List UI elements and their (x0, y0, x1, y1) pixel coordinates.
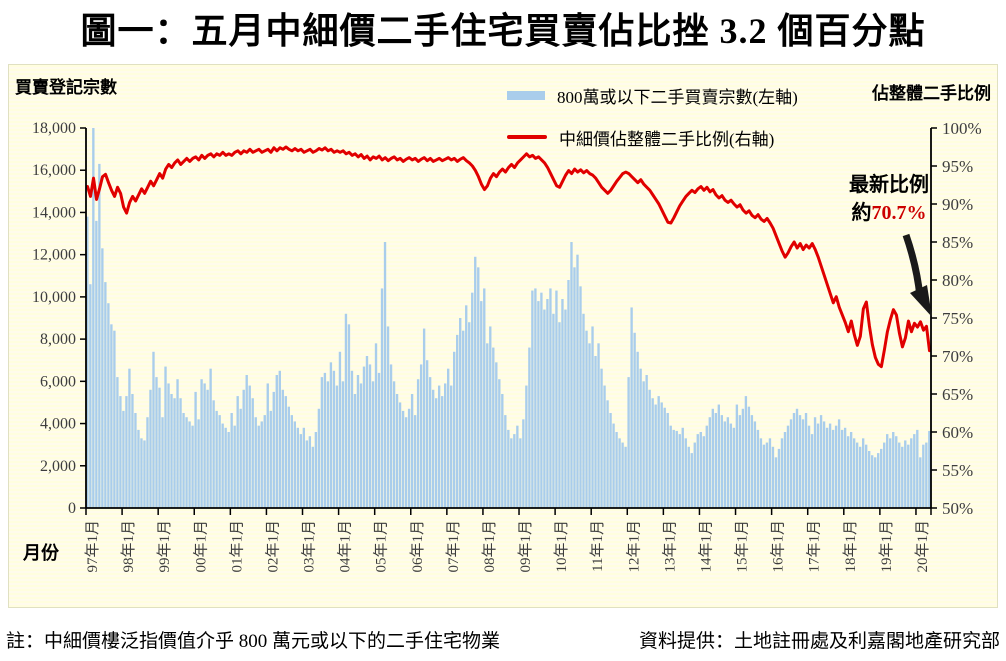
bar-series-swatch-icon (507, 90, 545, 100)
svg-text:100%: 100% (942, 119, 982, 138)
svg-text:18年1月: 18年1月 (842, 520, 859, 573)
svg-text:07年1月: 07年1月 (445, 520, 462, 573)
svg-text:16年1月: 16年1月 (770, 520, 787, 573)
legend-label-bars: 800萬或以下二手買賣宗數(左軸) (557, 87, 798, 107)
svg-text:97年1月: 97年1月 (84, 520, 101, 573)
svg-text:10,000: 10,000 (32, 289, 76, 306)
svg-text:00年1月: 00年1月 (192, 520, 209, 573)
svg-text:20年1月: 20年1月 (914, 520, 931, 573)
svg-text:50%: 50% (942, 499, 973, 518)
legend-item-line: 中細價佔整體二手比例(右軸) (507, 125, 798, 149)
svg-text:12年1月: 12年1月 (625, 520, 642, 573)
bars-series (86, 128, 931, 509)
svg-text:55%: 55% (942, 461, 973, 480)
footer-credit: 資料提供：土地註冊處及利嘉閣地產研究部 (638, 631, 1000, 652)
svg-text:95%: 95% (942, 157, 973, 176)
legend-item-bars: 800萬或以下二手買賣宗數(左軸) (507, 83, 798, 107)
svg-text:12,000: 12,000 (32, 247, 76, 264)
svg-text:03年1月: 03年1月 (301, 520, 318, 573)
annotation-line2: 約70.7% (805, 199, 973, 227)
svg-text:6,000: 6,000 (40, 373, 76, 390)
right-axis-title: 佔整體二手比例 (872, 84, 991, 103)
svg-text:13年1月: 13年1月 (661, 520, 678, 573)
latest-ratio-annotation: 最新比例 約70.7% (805, 171, 973, 227)
svg-text:06年1月: 06年1月 (409, 520, 426, 573)
svg-text:98年1月: 98年1月 (120, 520, 137, 573)
svg-text:11年1月: 11年1月 (589, 520, 606, 572)
svg-text:04年1月: 04年1月 (337, 520, 354, 573)
svg-text:08年1月: 08年1月 (481, 520, 498, 573)
svg-text:8,000: 8,000 (40, 331, 76, 348)
svg-text:70%: 70% (942, 347, 973, 366)
x-axis-title: 月份 (23, 543, 59, 563)
svg-text:80%: 80% (942, 271, 973, 290)
plot-svg: 0 2,000 4,000 6,000 8,000 10,000 12,000 14,000 1… (32, 119, 982, 573)
ratio-line-series (86, 145, 931, 369)
line-series-swatch-icon (507, 135, 547, 139)
footer: 註：中細價樓泛指價值介乎 800 萬元或以下的二手住宅物業 資料提供：土地註冊處… (0, 626, 1006, 653)
left-axis-ticks: 0 2,000 4,000 6,000 8,000 10,000 12,000 14,000 1… (32, 120, 86, 517)
svg-text:16,000: 16,000 (32, 162, 76, 179)
legend: 800萬或以下二手買賣宗數(左軸) 中細價佔整體二手比例(右軸) (507, 83, 798, 167)
annotation-prefix: 約 (851, 202, 872, 224)
svg-text:14年1月: 14年1月 (697, 520, 714, 573)
svg-text:10年1月: 10年1月 (553, 520, 570, 573)
svg-text:02年1月: 02年1月 (264, 520, 281, 573)
svg-text:0: 0 (68, 500, 76, 517)
svg-text:99年1月: 99年1月 (156, 520, 173, 573)
svg-text:60%: 60% (942, 423, 973, 442)
svg-text:15年1月: 15年1月 (734, 520, 751, 573)
annotation-value: 70.7% (871, 202, 927, 224)
svg-text:17年1月: 17年1月 (806, 520, 823, 573)
svg-text:05年1月: 05年1月 (373, 520, 390, 573)
x-axis-ticks: 97年1月 98年1月 99年1月 00年1月 01年1月 02年1月 03年1月 04年1月… (84, 508, 932, 573)
chart-panel: 0 2,000 4,000 6,000 8,000 10,000 12,000 14,000 1… (8, 64, 998, 608)
svg-text:4,000: 4,000 (40, 416, 76, 433)
arrow-icon (902, 233, 932, 317)
right-axis-ticks: 50% 55% 60% 65% 70% 75% 80% 85% 90% 95% 100% (931, 119, 982, 518)
svg-text:85%: 85% (942, 233, 973, 252)
footer-note: 註：中細價樓泛指價值介乎 800 萬元或以下的二手住宅物業 (6, 631, 501, 652)
svg-text:09年1月: 09年1月 (517, 520, 534, 573)
left-axis-title: 買賣登記宗數 (15, 78, 117, 97)
svg-text:18,000: 18,000 (32, 120, 76, 137)
legend-label-line: 中細價佔整體二手比例(右軸) (559, 129, 775, 149)
annotation-line1: 最新比例 (849, 174, 929, 196)
chart-title: 圖一：五月中細價二手住宅買賣佔比挫 3.2 個百分點 (80, 11, 926, 51)
svg-text:19年1月: 19年1月 (878, 520, 895, 573)
svg-text:01年1月: 01年1月 (228, 520, 245, 573)
svg-text:65%: 65% (942, 385, 973, 404)
svg-text:75%: 75% (942, 309, 973, 328)
svg-text:14,000: 14,000 (32, 204, 76, 221)
svg-text:2,000: 2,000 (40, 458, 76, 475)
svg-text:90%: 90% (942, 195, 973, 214)
